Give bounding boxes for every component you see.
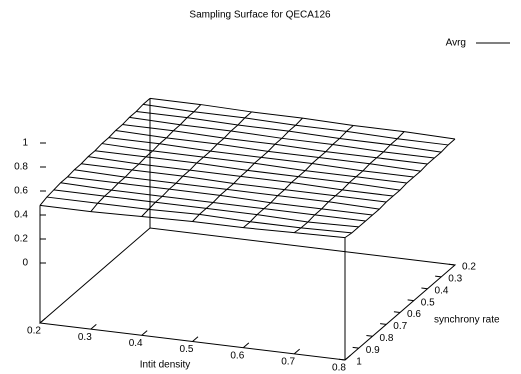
- y-tick-label: 0.3: [448, 274, 462, 285]
- y-tick-label: 0.5: [421, 297, 435, 308]
- x-tick: [39, 317, 46, 324]
- surface-column: [243, 125, 354, 229]
- y-tick: [352, 346, 359, 349]
- y-tick: [380, 323, 387, 325]
- surface-column: [39, 98, 151, 206]
- surface-column: [293, 131, 405, 234]
- z-tick-label: 0.8: [14, 162, 28, 173]
- x-tick: [243, 342, 250, 349]
- y-tick-label: 0.9: [366, 345, 380, 356]
- surface-column: [192, 117, 303, 222]
- x-tick-label: 0.4: [129, 338, 143, 349]
- x-tick: [90, 324, 97, 330]
- legend-label: Avrg: [446, 38, 466, 49]
- z-tick-label: 1: [22, 138, 28, 149]
- x-tick-label: 0.2: [27, 326, 41, 337]
- z-tick-label: 0.4: [14, 210, 28, 221]
- surface-column: [90, 104, 202, 212]
- x-tick-label: 0.7: [281, 356, 295, 367]
- y-axis-label: synchrony rate: [434, 315, 500, 326]
- x-tick: [192, 336, 199, 342]
- y-tick: [435, 275, 442, 278]
- y-tick-label: 0.4: [435, 285, 449, 296]
- surface-column: [141, 111, 252, 217]
- z-tick-label: 0.6: [14, 186, 28, 197]
- surface-column: [344, 138, 456, 239]
- z-tick-label: 0.2: [14, 234, 28, 245]
- x-tick: [141, 330, 148, 336]
- y-tick: [448, 263, 456, 266]
- chart-title: Sampling Surface for QECA126: [189, 10, 331, 21]
- y-tick-label: 0.7: [393, 321, 407, 332]
- y-tick: [407, 299, 414, 302]
- x-tick: [344, 354, 351, 361]
- y-tick: [393, 311, 401, 313]
- z-tick-label: 0: [22, 258, 28, 269]
- x-tick-label: 0.8: [332, 363, 346, 374]
- x-tick: [293, 348, 300, 355]
- y-tick-label: 0.6: [407, 309, 421, 320]
- y-tick-label: 1: [356, 357, 362, 368]
- y-tick-label: 0.8: [380, 333, 394, 344]
- x-tick-label: 0.5: [180, 344, 194, 355]
- y-tick-label: 0.2: [462, 262, 476, 273]
- x-axis-label: Intit density: [140, 360, 191, 371]
- y-tick: [421, 287, 428, 290]
- x-tick-label: 0.6: [230, 350, 244, 361]
- y-tick: [338, 358, 346, 361]
- y-tick: [366, 335, 373, 337]
- x-tick-label: 0.3: [78, 332, 92, 343]
